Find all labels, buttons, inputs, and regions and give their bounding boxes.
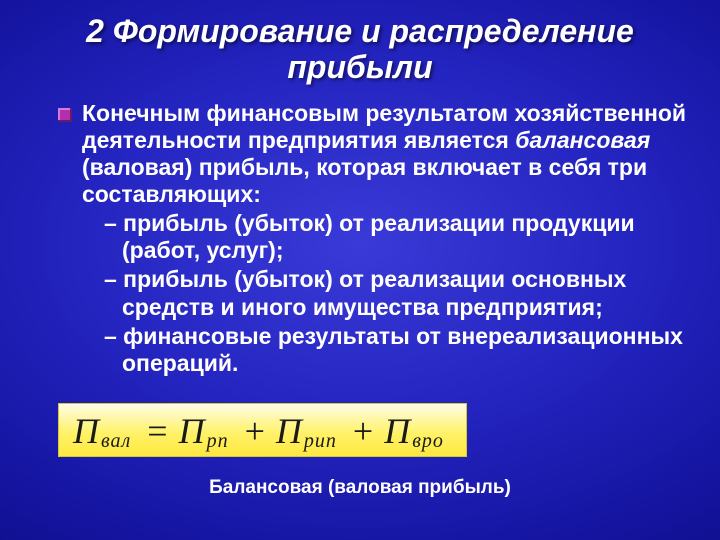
formula-sym: П xyxy=(179,411,206,451)
intro-italic: балансовая xyxy=(515,127,650,153)
sub-item: – прибыль (убыток) от реализации основны… xyxy=(104,266,690,320)
formula-sub: рип xyxy=(304,430,337,452)
formula-caption: Балансовая (валовая прибыль) xyxy=(30,477,690,499)
formula-sub: рп xyxy=(207,430,229,452)
intro-paragraph: Конечным финансовым результатом хозяйств… xyxy=(82,100,690,209)
slide: 2 Формирование и распределение прибыли К… xyxy=(0,0,720,540)
sub-item: – прибыль (убыток) от реализации продукц… xyxy=(104,210,690,264)
intro-post: (валовая) прибыль, которая включает в се… xyxy=(82,154,647,207)
formula-sym: П xyxy=(384,411,411,451)
bullet-square-icon xyxy=(58,108,72,122)
formula-sym: П xyxy=(276,411,303,451)
formula-sym: П xyxy=(73,411,100,451)
formula: Пвал = Прп + Прип + Пвро xyxy=(58,403,467,457)
sub-list: – прибыль (убыток) от реализации продукц… xyxy=(82,210,690,377)
formula-sub: вал xyxy=(101,430,131,452)
formula-block: Пвал = Прп + Прип + Пвро xyxy=(58,403,690,457)
sub-item: – финансовые результаты от внереализацио… xyxy=(104,323,690,377)
equals-sign: = xyxy=(147,411,168,451)
formula-sub: вро xyxy=(412,430,444,452)
bullet-item: Конечным финансовым результатом хозяйств… xyxy=(58,100,690,377)
plus-sign: + xyxy=(353,411,374,451)
plus-sign: + xyxy=(245,411,266,451)
slide-body: Конечным финансовым результатом хозяйств… xyxy=(30,100,690,377)
slide-title: 2 Формирование и распределение прибыли xyxy=(30,14,690,86)
bullet-content: Конечным финансовым результатом хозяйств… xyxy=(82,100,690,377)
